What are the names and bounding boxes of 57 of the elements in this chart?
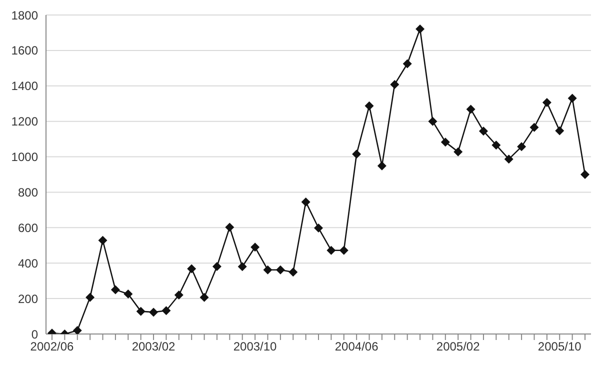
- point: [478, 126, 488, 136]
- point: [326, 246, 336, 255]
- y-tick-label: 1000: [11, 150, 38, 164]
- point: [440, 138, 450, 147]
- point: [86, 292, 95, 302]
- point: [466, 104, 476, 114]
- x-tick-label: 2002/06: [30, 340, 74, 354]
- point: [428, 116, 438, 126]
- y-tick-label: 400: [18, 256, 38, 270]
- point: [149, 308, 158, 317]
- point: [136, 306, 146, 316]
- x-tick-label: 2005/02: [436, 340, 480, 354]
- y-tick-label: 600: [18, 220, 38, 235]
- point: [314, 224, 323, 233]
- point: [364, 101, 374, 110]
- point: [542, 98, 552, 108]
- point: [263, 265, 272, 274]
- point: [72, 326, 82, 334]
- y-tick-label: 0: [31, 327, 38, 342]
- x-tick-label: 2005/10: [538, 340, 582, 354]
- point: [339, 246, 348, 255]
- point: [504, 154, 514, 164]
- point: [377, 161, 386, 170]
- point: [250, 242, 260, 252]
- point: [390, 80, 400, 89]
- point: [200, 292, 209, 302]
- point: [124, 289, 133, 298]
- y-tick-label: 200: [18, 292, 38, 306]
- point: [568, 94, 577, 103]
- point: [555, 126, 564, 136]
- point: [212, 262, 222, 271]
- point: [288, 268, 298, 277]
- point: [98, 236, 108, 245]
- point: [238, 262, 247, 272]
- y-tick-label: 1200: [11, 114, 38, 129]
- x-tick-label: 2003/10: [233, 340, 278, 354]
- y-tick-label: 1800: [11, 8, 38, 22]
- y-tick-label: 800: [18, 185, 38, 200]
- point: [352, 150, 362, 159]
- point: [580, 170, 590, 179]
- point: [530, 122, 539, 132]
- point: [276, 265, 285, 274]
- y-tick-label: 1400: [11, 79, 38, 94]
- point: [174, 290, 184, 300]
- point: [402, 59, 412, 68]
- point: [301, 197, 310, 206]
- point: [416, 24, 425, 34]
- point: [454, 147, 463, 156]
- point: [492, 140, 501, 150]
- point: [187, 264, 196, 274]
- point: [162, 306, 171, 316]
- y-tick-label: 1600: [11, 44, 38, 58]
- point: [110, 285, 120, 294]
- x-tick-label: 2004/06: [334, 340, 379, 354]
- point: [225, 222, 234, 232]
- x-tick-label: 2003/02: [132, 340, 176, 354]
- point: [517, 142, 526, 152]
